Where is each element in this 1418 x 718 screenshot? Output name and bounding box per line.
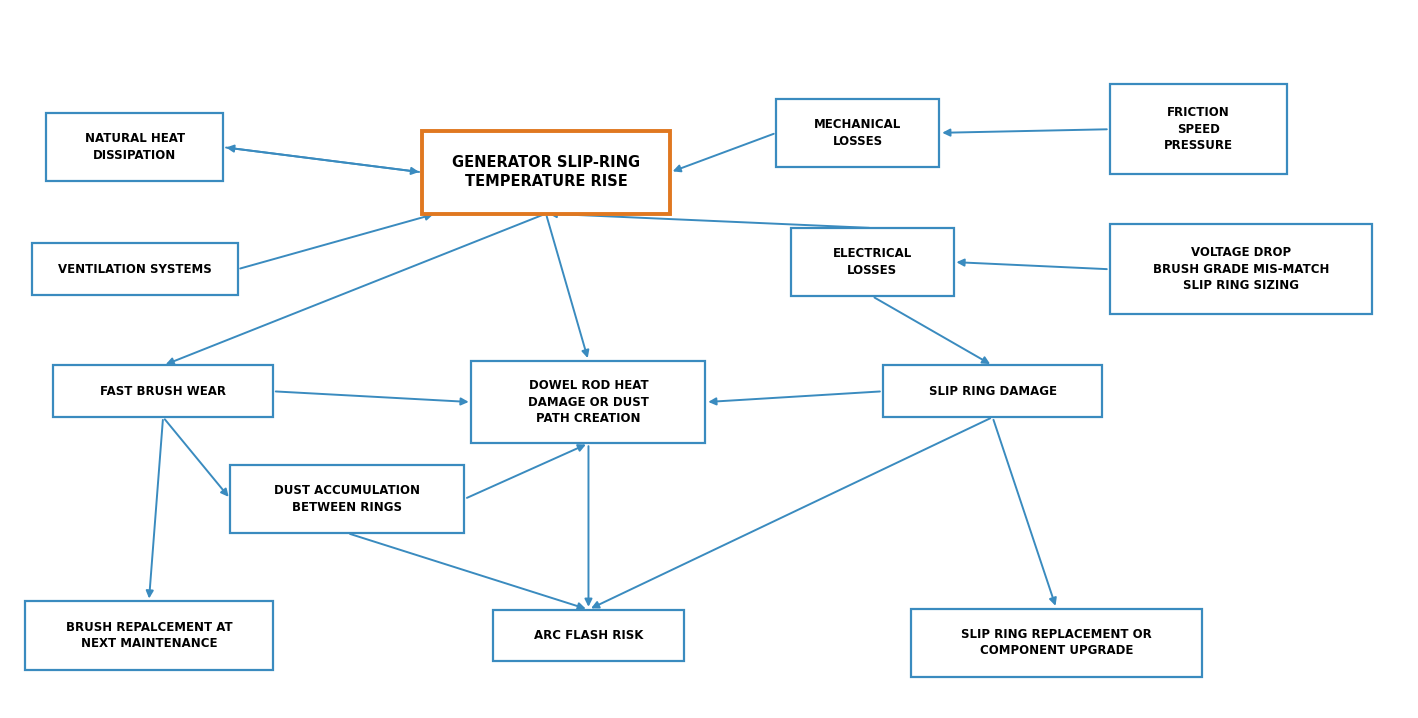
FancyBboxPatch shape xyxy=(493,610,683,661)
Text: VOLTAGE DROP
BRUSH GRADE MIS-MATCH
SLIP RING SIZING: VOLTAGE DROP BRUSH GRADE MIS-MATCH SLIP … xyxy=(1153,246,1329,292)
Text: VENTILATION SYSTEMS: VENTILATION SYSTEMS xyxy=(58,263,211,276)
Text: DOWEL ROD HEAT
DAMAGE OR DUST
PATH CREATION: DOWEL ROD HEAT DAMAGE OR DUST PATH CREAT… xyxy=(527,379,649,425)
FancyBboxPatch shape xyxy=(777,99,939,167)
FancyBboxPatch shape xyxy=(1109,224,1371,314)
Text: ARC FLASH RISK: ARC FLASH RISK xyxy=(533,629,644,642)
FancyBboxPatch shape xyxy=(910,609,1201,676)
FancyBboxPatch shape xyxy=(791,228,953,296)
FancyBboxPatch shape xyxy=(230,465,465,533)
Text: MECHANICAL
LOSSES: MECHANICAL LOSSES xyxy=(814,118,902,148)
FancyBboxPatch shape xyxy=(1109,85,1288,174)
Text: FAST BRUSH WEAR: FAST BRUSH WEAR xyxy=(101,385,225,398)
FancyBboxPatch shape xyxy=(54,365,274,417)
Text: SLIP RING DAMAGE: SLIP RING DAMAGE xyxy=(929,385,1056,398)
Text: DUST ACCUMULATION
BETWEEN RINGS: DUST ACCUMULATION BETWEEN RINGS xyxy=(275,484,420,514)
Text: BRUSH REPALCEMENT AT
NEXT MAINTENANCE: BRUSH REPALCEMENT AT NEXT MAINTENANCE xyxy=(65,620,233,651)
FancyBboxPatch shape xyxy=(33,243,237,295)
FancyBboxPatch shape xyxy=(882,365,1102,417)
FancyBboxPatch shape xyxy=(471,360,705,443)
FancyBboxPatch shape xyxy=(26,602,274,669)
Text: NATURAL HEAT
DISSIPATION: NATURAL HEAT DISSIPATION xyxy=(85,132,184,162)
FancyBboxPatch shape xyxy=(45,113,224,181)
Text: GENERATOR SLIP-RING
TEMPERATURE RISE: GENERATOR SLIP-RING TEMPERATURE RISE xyxy=(452,155,640,190)
Text: ELECTRICAL
LOSSES: ELECTRICAL LOSSES xyxy=(832,247,912,277)
Text: SLIP RING REPLACEMENT OR
COMPONENT UPGRADE: SLIP RING REPLACEMENT OR COMPONENT UPGRA… xyxy=(961,628,1151,658)
FancyBboxPatch shape xyxy=(423,131,669,214)
Text: FRICTION
SPEED
PRESSURE: FRICTION SPEED PRESSURE xyxy=(1164,106,1232,152)
